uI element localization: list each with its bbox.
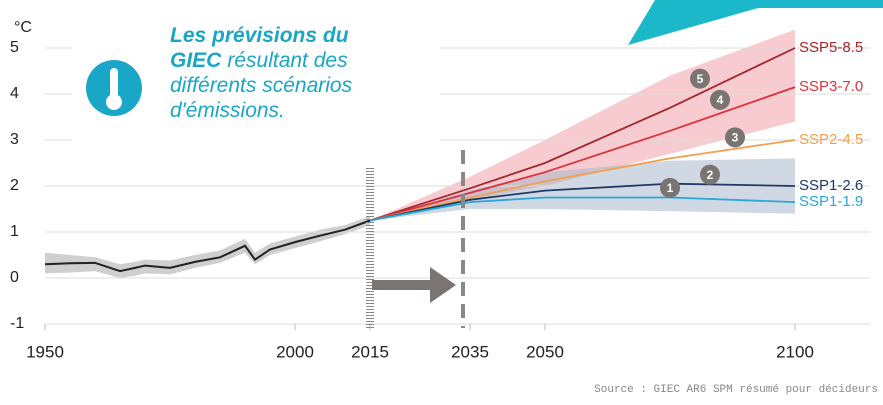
- annotation-text: Les prévisions du: [170, 24, 349, 47]
- y-tick-label: 4: [10, 85, 19, 102]
- uncertainty-band: [45, 215, 370, 278]
- source: Source : GIEC AR6 SPM résumé pour décide…: [594, 384, 878, 396]
- scenario-marker-label: 1: [667, 181, 674, 195]
- decor-arrow: [628, 0, 883, 45]
- line: [369, 139, 796, 222]
- y-tick-label: -1: [10, 315, 24, 332]
- annotation-text: GIEC résultant des: [170, 49, 348, 72]
- period-arrow: [372, 267, 456, 303]
- line: [369, 86, 796, 222]
- scenario-marker: [725, 127, 745, 148]
- legend-label: SSP1-2.6: [799, 177, 863, 194]
- x-tick-label: 2100: [776, 342, 814, 361]
- line: [369, 47, 796, 222]
- legend-label: SSP2-4.5: [799, 131, 863, 148]
- scenario-marker: [690, 68, 710, 89]
- legend-label: SSP1-1.9: [799, 193, 863, 210]
- uncertainty-band: [370, 158, 795, 221]
- annotation-part: d'émissions.: [170, 99, 285, 122]
- thermo-tube: [110, 68, 118, 98]
- scenario-marker-label: 2: [707, 168, 714, 182]
- x-tick-label: 2000: [276, 342, 314, 361]
- x-tick-label: 1950: [26, 342, 64, 361]
- scenario-marker-label: 5: [697, 72, 704, 86]
- annotation-part: GIEC: [170, 49, 222, 72]
- annotation-text: différents scénarios: [170, 74, 353, 97]
- scenario-marker: [710, 89, 730, 110]
- annotation-part: résultant des: [227, 49, 348, 72]
- y-unit: °C: [14, 19, 32, 36]
- x-tick-label: 2035: [451, 342, 489, 361]
- scenario-marker: [660, 177, 680, 198]
- scenario-marker-label: 3: [732, 131, 739, 145]
- x-tick-label: 2050: [526, 342, 564, 361]
- x-tick-label: 2015: [351, 342, 389, 361]
- annotation-part: différents scénarios: [170, 74, 353, 97]
- y-tick-label: 0: [10, 269, 19, 286]
- thermo-bulb: [106, 94, 122, 110]
- uncertainty-band: [370, 29, 795, 221]
- line: [369, 196, 796, 222]
- y-tick-label: 2: [10, 177, 19, 194]
- legend-label: SSP5-8.5: [799, 39, 863, 56]
- legend-label: SSP3-7.0: [799, 78, 863, 95]
- y-tick-label: 1: [10, 223, 19, 240]
- y-tick-label: 5: [10, 39, 19, 56]
- scenario-marker: [700, 164, 720, 185]
- line: [44, 219, 371, 273]
- annotation-text: d'émissions.: [170, 99, 285, 122]
- y-tick-label: 3: [10, 131, 19, 148]
- annotation-part: Les prévisions du: [170, 24, 349, 47]
- scenario-marker-label: 4: [717, 93, 724, 107]
